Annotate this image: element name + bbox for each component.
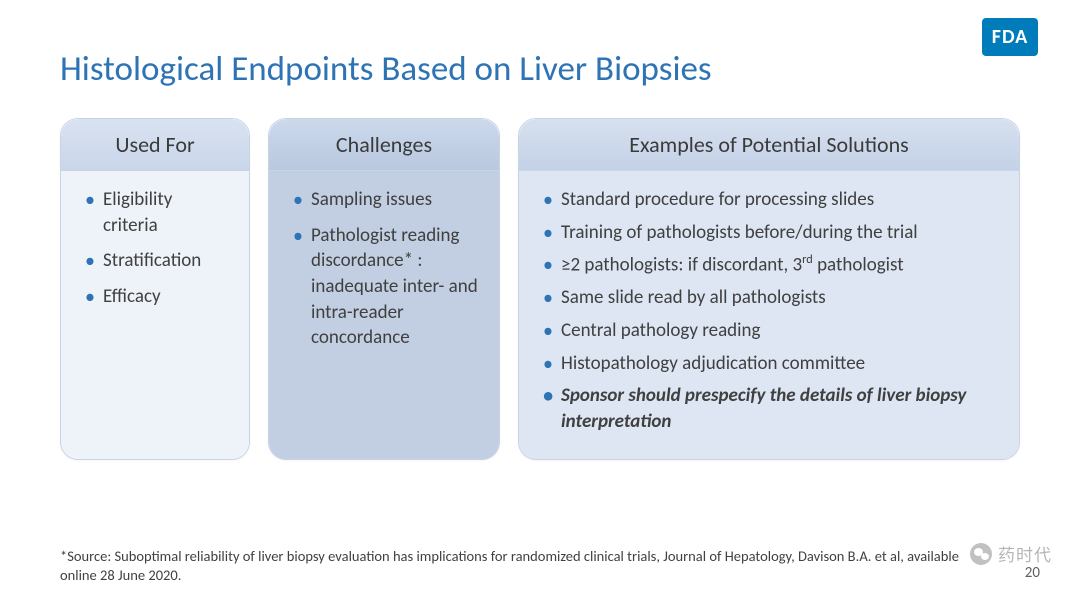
card-body: Sampling issues Pathologist reading disc… — [269, 171, 499, 459]
slide: FDA Histological Endpoints Based on Live… — [0, 0, 1080, 608]
list-item: Stratification — [81, 248, 229, 274]
page-title: Histological Endpoints Based on Liver Bi… — [60, 48, 1020, 90]
list: Standard procedure for processing slides… — [539, 187, 999, 434]
list-item: Efficacy — [81, 284, 229, 310]
card-body: Standard procedure for processing slides… — [519, 171, 1019, 459]
list-item-emphasis: Sponsor should prespecify the details of… — [539, 383, 999, 434]
wechat-icon — [970, 543, 992, 565]
list: Eligibility criteria Stratification Effi… — [81, 187, 229, 310]
list-item: Same slide read by all pathologists — [539, 285, 999, 311]
list-item: Eligibility criteria — [81, 187, 229, 238]
list-item: Histopathology adjudication committee — [539, 351, 999, 377]
card-challenges: Challenges Sampling issues Pathologist r… — [268, 118, 500, 460]
card-header: Used For — [61, 119, 249, 171]
watermark: 药时代 — [970, 541, 1052, 566]
watermark-text: 药时代 — [998, 541, 1052, 566]
columns-container: Used For Eligibility criteria Stratifica… — [60, 118, 1020, 460]
card-used-for: Used For Eligibility criteria Stratifica… — [60, 118, 250, 460]
fda-logo: FDA — [982, 18, 1038, 56]
list-item: Standard procedure for processing slides — [539, 187, 999, 213]
card-body: Eligibility criteria Stratification Effi… — [61, 171, 249, 459]
list-item: ≥2 pathologists: if discordant, 3rd path… — [539, 252, 999, 278]
list-item: Sampling issues — [289, 187, 479, 213]
card-solutions: Examples of Potential Solutions Standard… — [518, 118, 1020, 460]
list-item: Central pathology reading — [539, 318, 999, 344]
card-header: Examples of Potential Solutions — [519, 119, 1019, 171]
footnote: *Source: Suboptimal reliability of liver… — [60, 547, 970, 586]
list-item: Pathologist reading discordance* : inade… — [289, 223, 479, 351]
list-item: Training of pathologists before/during t… — [539, 220, 999, 246]
list: Sampling issues Pathologist reading disc… — [289, 187, 479, 351]
page-number: 20 — [1025, 564, 1040, 582]
card-header: Challenges — [269, 119, 499, 171]
